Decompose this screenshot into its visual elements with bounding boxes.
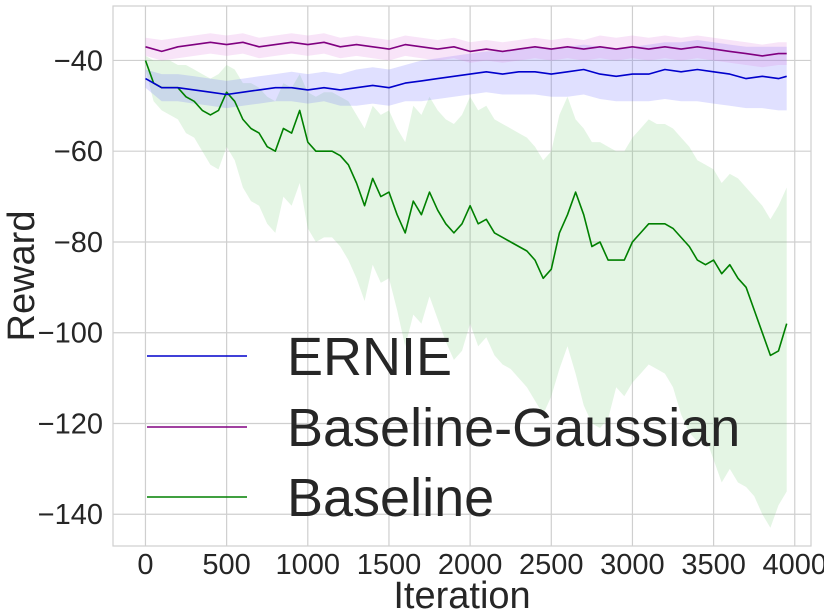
x-tick-label: 2000 (438, 549, 503, 581)
grid (113, 6, 811, 546)
plot-frame (112, 5, 812, 547)
legend-item-baseline-gaussian: Baseline-Gaussian (147, 398, 740, 458)
y-axis-label: Reward (1, 211, 43, 342)
x-tick-label: 1500 (357, 549, 422, 581)
x-tick-label: 4000 (763, 549, 824, 581)
y-tick-label: −80 (54, 227, 103, 259)
x-tick-label: 500 (202, 549, 250, 581)
y-tick-label: −40 (54, 45, 103, 77)
x-tick-label: 2500 (519, 549, 584, 581)
legend-label: ERNIE (287, 327, 452, 387)
y-tick-label: −120 (38, 408, 103, 440)
y-tick-label: −100 (38, 318, 103, 350)
baseline-band (145, 55, 787, 528)
y-tick-label: −60 (54, 136, 103, 168)
x-tick-label: 0 (137, 549, 153, 581)
x-tick-label: 1000 (276, 549, 341, 581)
ernie-line (145, 68, 787, 96)
x-tick-label: 3000 (600, 549, 665, 581)
x-tick-labels: 0 500 1000 1500 2000 2500 3000 3500 4000 (137, 549, 824, 581)
legend: ERNIE Baseline-Gaussian Baseline (147, 327, 740, 528)
x-axis-label: Iteration (393, 575, 530, 614)
legend-item-ernie: ERNIE (147, 327, 452, 387)
y-tick-labels: −40 −60 −80 −100 −120 −140 (38, 45, 103, 531)
series-lines (144, 41, 788, 357)
legend-label: Baseline-Gaussian (287, 398, 740, 458)
y-tick-label: −140 (38, 499, 103, 531)
baseline-line (144, 60, 788, 357)
legend-label: Baseline (287, 468, 494, 528)
x-tick-label: 3500 (681, 549, 746, 581)
baseline-gaussian-line (145, 41, 787, 57)
legend-item-baseline: Baseline (147, 468, 494, 528)
